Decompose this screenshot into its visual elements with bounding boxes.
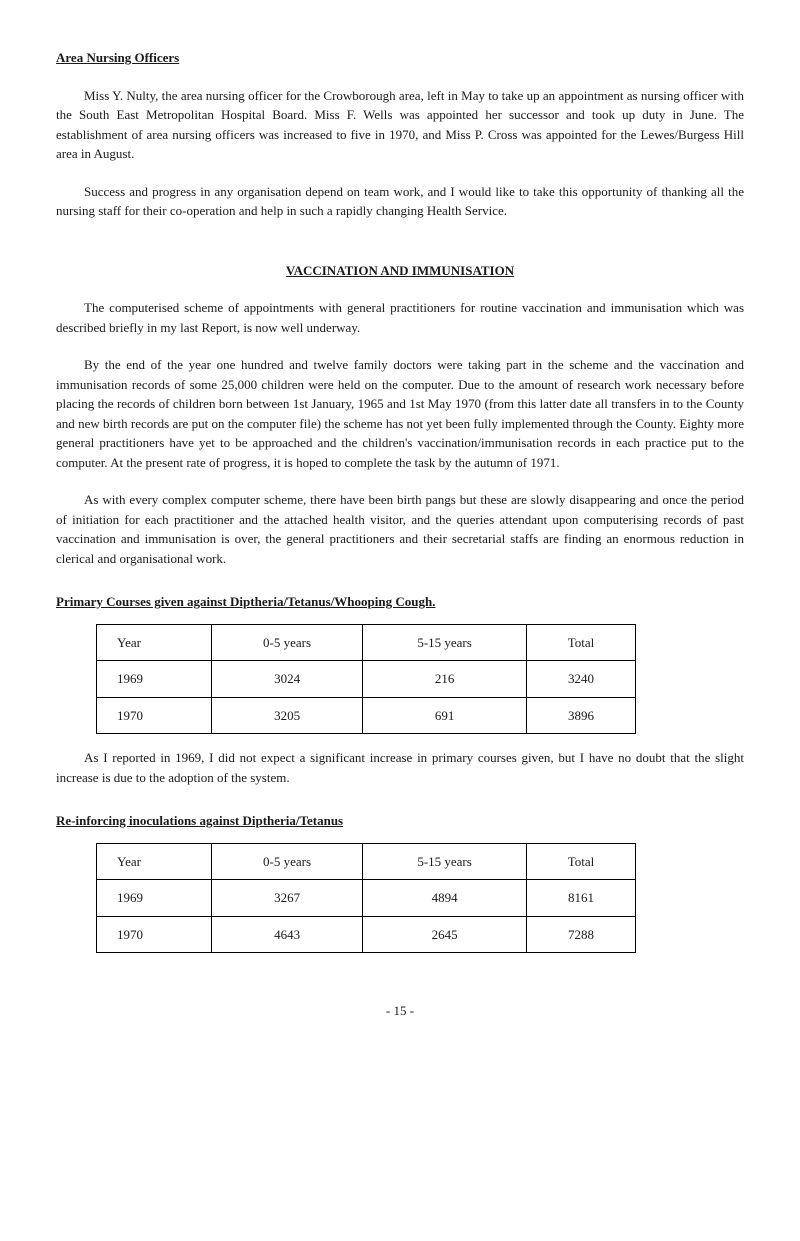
table-header: 0-5 years (212, 624, 363, 661)
table-cell: 4643 (212, 916, 363, 953)
table-cell: 1969 (97, 661, 212, 698)
paragraph: Miss Y. Nulty, the area nursing officer … (56, 86, 744, 164)
page-number: - 15 - (56, 1001, 744, 1021)
table-header: Year (97, 624, 212, 661)
table-cell: 3896 (527, 697, 636, 734)
table-header: 5-15 years (363, 843, 527, 880)
table-cell: 8161 (527, 880, 636, 917)
table-cell: 2645 (363, 916, 527, 953)
table-cell: 3267 (212, 880, 363, 917)
table-header: Total (527, 624, 636, 661)
table-cell: 3024 (212, 661, 363, 698)
table2-heading: Re-inforcing inoculations against Dipthe… (56, 811, 744, 831)
table-cell: 1969 (97, 880, 212, 917)
table-cell: 3240 (527, 661, 636, 698)
table-cell: 1970 (97, 697, 212, 734)
table-row: 1969 3267 4894 8161 (97, 880, 636, 917)
table1-heading: Primary Courses given against Diptheria/… (56, 592, 744, 612)
table-cell: 216 (363, 661, 527, 698)
table-header: Year (97, 843, 212, 880)
area-nursing-heading: Area Nursing Officers (56, 48, 744, 68)
table-cell: 3205 (212, 697, 363, 734)
table-header: 5-15 years (363, 624, 527, 661)
table-header: 0-5 years (212, 843, 363, 880)
table-cell: 1970 (97, 916, 212, 953)
table-row: 1970 4643 2645 7288 (97, 916, 636, 953)
table-cell: 7288 (527, 916, 636, 953)
reinforcing-table: Year 0-5 years 5-15 years Total 1969 326… (96, 843, 636, 954)
table-row: 1970 3205 691 3896 (97, 697, 636, 734)
table-row: 1969 3024 216 3240 (97, 661, 636, 698)
paragraph: As I reported in 1969, I did not expect … (56, 748, 744, 787)
primary-courses-table: Year 0-5 years 5-15 years Total 1969 302… (96, 624, 636, 735)
paragraph: By the end of the year one hundred and t… (56, 355, 744, 472)
table-cell: 4894 (363, 880, 527, 917)
table-header: Total (527, 843, 636, 880)
paragraph: The computerised scheme of appointments … (56, 298, 744, 337)
paragraph: As with every complex computer scheme, t… (56, 490, 744, 568)
vaccination-heading: VACCINATION AND IMMUNISATION (56, 261, 744, 281)
paragraph: Success and progress in any organisation… (56, 182, 744, 221)
table-cell: 691 (363, 697, 527, 734)
